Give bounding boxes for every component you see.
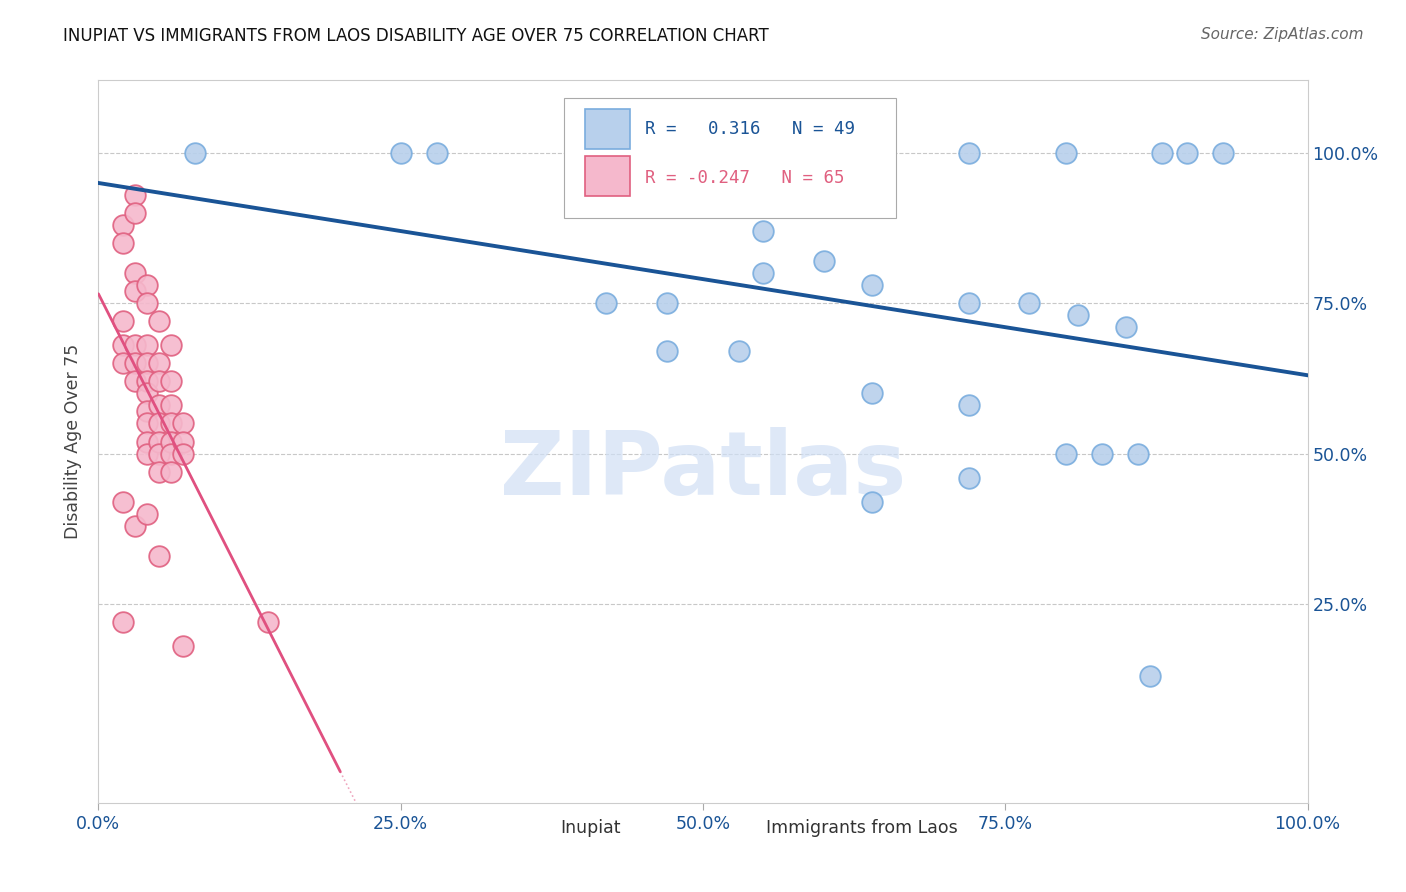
Point bbox=[148, 434, 170, 449]
Point bbox=[813, 254, 835, 268]
Point bbox=[135, 277, 157, 292]
Point bbox=[957, 471, 980, 485]
Text: INUPIAT VS IMMIGRANTS FROM LAOS DISABILITY AGE OVER 75 CORRELATION CHART: INUPIAT VS IMMIGRANTS FROM LAOS DISABILI… bbox=[63, 27, 769, 45]
Point bbox=[148, 356, 170, 370]
Point bbox=[160, 434, 183, 449]
Point bbox=[124, 338, 146, 352]
Point bbox=[160, 465, 183, 479]
Text: R =   0.316   N = 49: R = 0.316 N = 49 bbox=[645, 120, 855, 137]
Point bbox=[148, 549, 170, 563]
Bar bbox=[585, 109, 630, 149]
Point bbox=[148, 446, 170, 460]
Point bbox=[172, 639, 194, 653]
Point bbox=[135, 404, 157, 418]
Point bbox=[124, 284, 146, 298]
Point bbox=[124, 375, 146, 389]
Point bbox=[860, 494, 883, 508]
Point bbox=[1091, 446, 1114, 460]
Text: R = -0.247   N = 65: R = -0.247 N = 65 bbox=[645, 169, 845, 186]
Point bbox=[124, 356, 146, 370]
Point bbox=[135, 338, 157, 352]
Point bbox=[1067, 308, 1090, 322]
Point bbox=[111, 338, 134, 352]
Point bbox=[135, 386, 157, 401]
Point bbox=[426, 145, 449, 160]
Point bbox=[1115, 320, 1137, 334]
Point bbox=[111, 218, 134, 232]
Point bbox=[1054, 145, 1077, 160]
Point bbox=[135, 507, 157, 521]
FancyBboxPatch shape bbox=[564, 98, 897, 218]
Point bbox=[135, 434, 157, 449]
Point bbox=[148, 417, 170, 431]
Point bbox=[135, 417, 157, 431]
Point bbox=[160, 338, 183, 352]
Point bbox=[148, 375, 170, 389]
Point bbox=[752, 266, 775, 280]
Point bbox=[957, 145, 980, 160]
Point bbox=[256, 615, 278, 630]
Point bbox=[1152, 145, 1174, 160]
Point bbox=[655, 344, 678, 359]
Point bbox=[148, 398, 170, 412]
Point bbox=[111, 235, 134, 250]
Point bbox=[655, 296, 678, 310]
Point bbox=[172, 434, 194, 449]
Point bbox=[135, 375, 157, 389]
Point bbox=[160, 446, 183, 460]
Point bbox=[172, 446, 194, 460]
Point bbox=[957, 296, 980, 310]
Text: Inupiat: Inupiat bbox=[561, 819, 621, 837]
Point bbox=[860, 277, 883, 292]
Text: Immigrants from Laos: Immigrants from Laos bbox=[766, 819, 957, 837]
Point bbox=[111, 314, 134, 328]
Bar bbox=[727, 815, 754, 843]
Point bbox=[728, 344, 751, 359]
Bar bbox=[585, 156, 630, 196]
Point bbox=[172, 417, 194, 431]
Point bbox=[752, 224, 775, 238]
Point bbox=[124, 519, 146, 533]
Point bbox=[184, 145, 207, 160]
Point bbox=[135, 446, 157, 460]
Point bbox=[111, 494, 134, 508]
Point bbox=[1128, 446, 1150, 460]
Point bbox=[1175, 145, 1198, 160]
Point bbox=[1139, 669, 1161, 683]
Point bbox=[160, 398, 183, 412]
Point bbox=[595, 296, 617, 310]
Point bbox=[148, 314, 170, 328]
Point bbox=[111, 356, 134, 370]
Bar bbox=[522, 815, 548, 843]
Point bbox=[860, 386, 883, 401]
Point bbox=[124, 187, 146, 202]
Point bbox=[148, 465, 170, 479]
Point bbox=[389, 145, 412, 160]
Point bbox=[124, 205, 146, 219]
Point bbox=[1212, 145, 1234, 160]
Point bbox=[135, 296, 157, 310]
Point bbox=[160, 375, 183, 389]
Text: ZIPatlas: ZIPatlas bbox=[501, 427, 905, 514]
Y-axis label: Disability Age Over 75: Disability Age Over 75 bbox=[65, 344, 83, 539]
Point bbox=[160, 417, 183, 431]
Point bbox=[135, 356, 157, 370]
Point bbox=[1018, 296, 1040, 310]
Text: Source: ZipAtlas.com: Source: ZipAtlas.com bbox=[1201, 27, 1364, 42]
Point bbox=[1054, 446, 1077, 460]
Point bbox=[124, 266, 146, 280]
Point bbox=[111, 615, 134, 630]
Point bbox=[957, 398, 980, 412]
